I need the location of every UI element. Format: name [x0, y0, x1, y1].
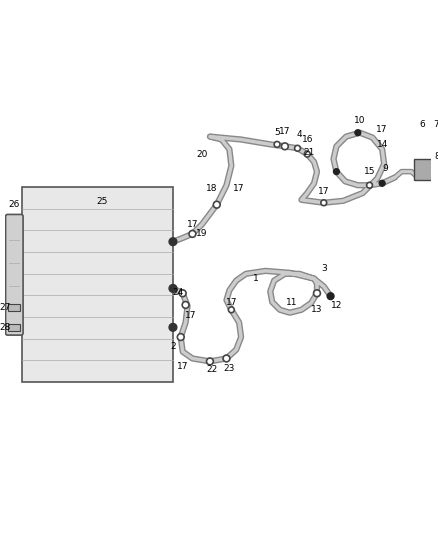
Text: 16: 16 [301, 135, 313, 144]
Text: 17: 17 [279, 127, 290, 136]
Text: 19: 19 [196, 229, 208, 238]
Text: 7: 7 [433, 120, 438, 130]
Text: 13: 13 [311, 305, 323, 314]
Text: 25: 25 [97, 197, 108, 206]
Text: 18: 18 [206, 184, 218, 192]
Text: 9: 9 [382, 164, 388, 173]
Text: 11: 11 [286, 298, 297, 308]
Text: 4: 4 [297, 130, 302, 139]
Circle shape [169, 285, 177, 292]
Circle shape [207, 358, 213, 365]
Text: 12: 12 [331, 302, 342, 310]
Circle shape [169, 324, 177, 331]
Text: 17: 17 [185, 311, 196, 320]
Text: 8: 8 [435, 151, 438, 160]
Bar [22, 187, 173, 382]
Circle shape [228, 307, 234, 313]
Circle shape [182, 302, 189, 309]
Text: 21: 21 [304, 148, 315, 157]
Text: 17: 17 [187, 220, 198, 229]
Bar [414, 159, 438, 180]
Text: 17: 17 [177, 362, 188, 371]
Circle shape [274, 141, 280, 147]
Text: 20: 20 [197, 150, 208, 159]
Circle shape [223, 355, 230, 362]
Bar [8, 324, 20, 331]
FancyBboxPatch shape [6, 214, 23, 335]
Circle shape [367, 182, 372, 188]
Text: 5: 5 [274, 128, 280, 137]
Text: 17: 17 [233, 184, 245, 192]
Text: 17: 17 [376, 125, 388, 134]
Circle shape [379, 180, 385, 186]
Circle shape [295, 146, 300, 151]
Text: 23: 23 [224, 364, 235, 373]
Text: 2: 2 [170, 342, 176, 351]
Text: 28: 28 [0, 323, 10, 332]
Text: 1: 1 [253, 274, 258, 283]
Circle shape [177, 334, 184, 341]
Circle shape [189, 230, 196, 237]
Circle shape [314, 290, 320, 297]
Bar [8, 304, 20, 311]
Circle shape [355, 130, 361, 135]
Text: 6: 6 [419, 120, 425, 130]
Circle shape [333, 169, 339, 174]
Text: 26: 26 [9, 200, 20, 209]
Circle shape [327, 293, 334, 300]
Text: 22: 22 [206, 365, 218, 374]
Text: 10: 10 [354, 116, 366, 125]
Circle shape [282, 143, 288, 150]
Text: 17: 17 [226, 298, 237, 308]
Text: 17: 17 [318, 187, 329, 196]
Text: 3: 3 [321, 264, 327, 273]
Text: 24: 24 [172, 288, 184, 297]
Circle shape [321, 200, 327, 206]
Circle shape [213, 201, 220, 208]
Text: 27: 27 [0, 303, 10, 312]
Circle shape [304, 151, 310, 157]
Text: 14: 14 [377, 140, 388, 149]
Circle shape [179, 290, 186, 297]
Text: 15: 15 [364, 167, 375, 176]
Circle shape [169, 238, 177, 246]
